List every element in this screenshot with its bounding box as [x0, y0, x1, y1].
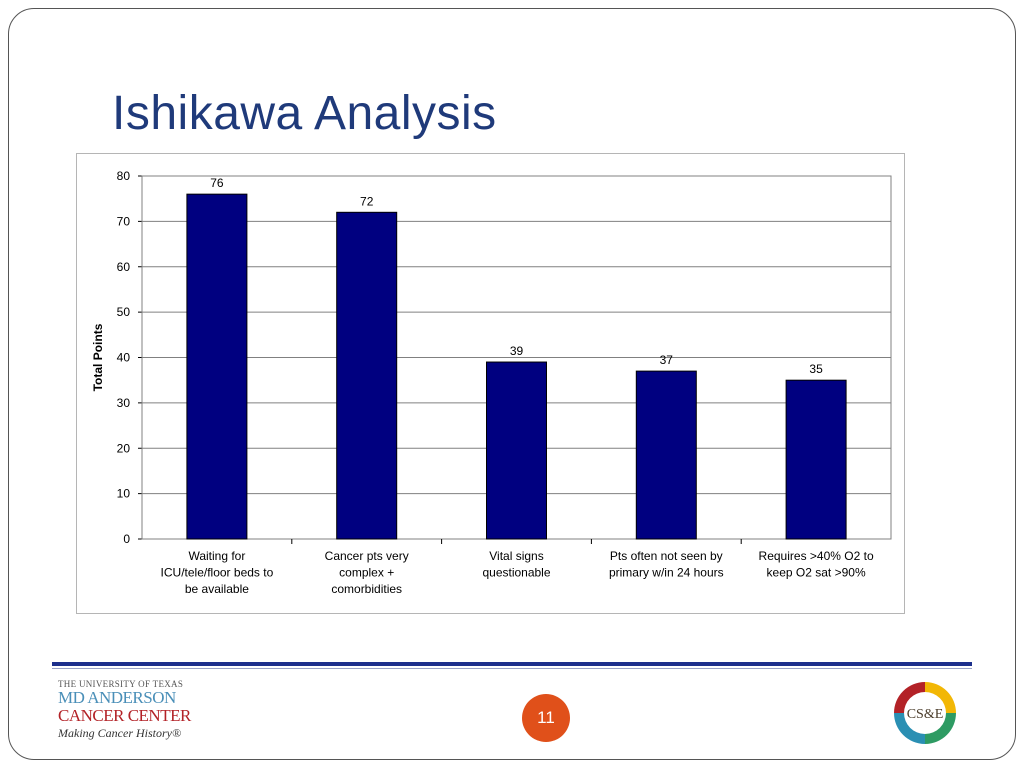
cse-logo-text: CS&E: [907, 707, 944, 722]
bar-4: [635, 370, 697, 540]
category-label: complex +: [339, 566, 394, 580]
footer-rule-thin: [52, 668, 972, 669]
y-axis-label: Total Points: [91, 323, 105, 391]
category-label: Requires >40% O2 to: [759, 549, 874, 563]
page-number-badge: 11: [522, 694, 570, 742]
logo-university-text: THE UNIVERSITY OF TEXAS: [58, 679, 184, 689]
bar-2: [336, 211, 398, 540]
category-label: Waiting for: [188, 549, 245, 563]
y-tick-label: 10: [117, 487, 131, 501]
slide-title: Ishikawa Analysis: [112, 87, 497, 140]
logo-md-anderson-text: MD ANDERSON: [58, 688, 176, 707]
footer-rule: [52, 662, 972, 666]
bar-3: [486, 361, 547, 540]
category-label: keep O2 sat >90%: [767, 566, 866, 580]
y-tick-label: 80: [117, 169, 131, 183]
category-label: questionable: [482, 566, 550, 580]
data-label: 37: [660, 353, 674, 367]
y-tick-label: 40: [117, 351, 131, 365]
y-tick-label: 20: [117, 441, 131, 455]
y-tick-label: 60: [117, 260, 131, 274]
data-label: 35: [809, 362, 823, 376]
category-label: primary w/in 24 hours: [609, 566, 724, 580]
y-tick-label: 0: [123, 532, 130, 546]
bar-5: [785, 379, 847, 540]
y-tick-label: 50: [117, 305, 131, 319]
category-label: Vital signs: [489, 549, 543, 563]
y-tick-label: 30: [117, 396, 131, 410]
bar-1: [186, 193, 248, 540]
data-label: 76: [210, 176, 224, 190]
md-anderson-logo: THE UNIVERSITY OF TEXAS MD ANDERSON CANC…: [58, 679, 208, 740]
logo-cancer-center-text: CANCER CENTER: [58, 706, 191, 725]
category-label: Pts often not seen by: [610, 549, 723, 563]
data-label: 39: [510, 344, 524, 358]
category-label: comorbidities: [331, 582, 402, 596]
cse-cycle-logo-icon: CS&E: [894, 682, 956, 744]
category-label: ICU/tele/floor beds to: [161, 566, 274, 580]
y-tick-label: 70: [117, 214, 131, 228]
data-label: 72: [360, 194, 374, 208]
logo-tagline: Making Cancer History®: [58, 726, 182, 740]
category-label: be available: [185, 582, 249, 596]
bar-chart: 0 10 20 30 40 50 60 70 80 Total Points 76 Waiting f…: [91, 169, 892, 596]
category-label: Cancer pts very: [325, 549, 409, 563]
